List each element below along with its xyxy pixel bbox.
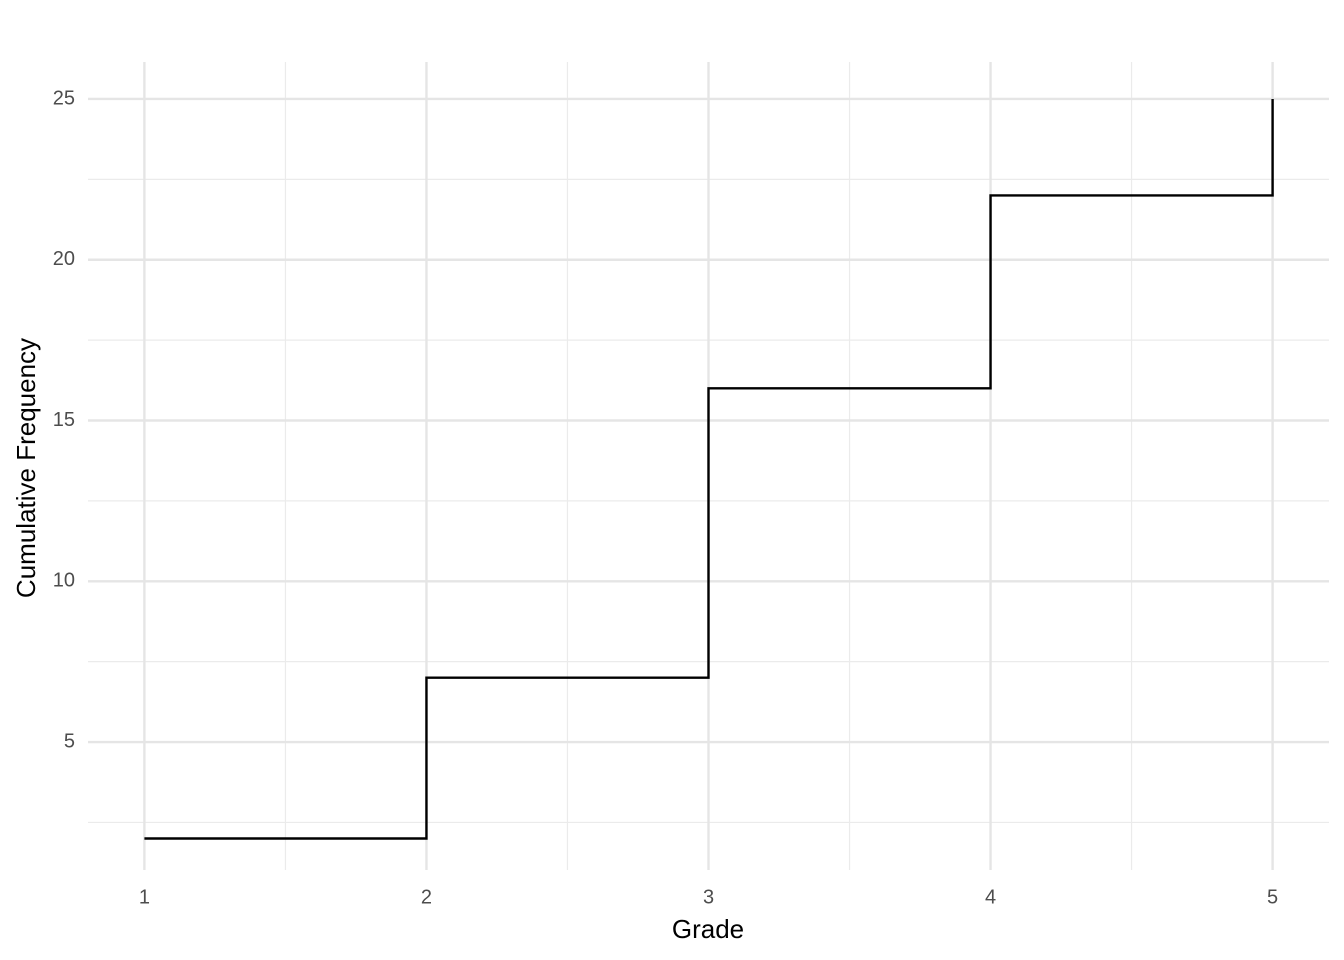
y-axis-title: Cumulative Frequency: [11, 338, 41, 598]
y-tick-label: 10: [53, 570, 75, 592]
x-tick-label: 5: [1267, 886, 1278, 908]
y-tick-label: 15: [53, 409, 75, 431]
x-tick-label: 1: [139, 886, 150, 908]
x-axis-title: Grade: [672, 914, 744, 944]
x-tick-label: 2: [421, 886, 432, 908]
y-tick-label: 20: [53, 248, 75, 270]
y-tick-label: 25: [53, 87, 75, 109]
x-tick-label: 3: [703, 886, 714, 908]
x-tick-label: 4: [985, 886, 996, 908]
step-line: [144, 98, 1274, 840]
y-tick-label: 5: [64, 730, 75, 752]
